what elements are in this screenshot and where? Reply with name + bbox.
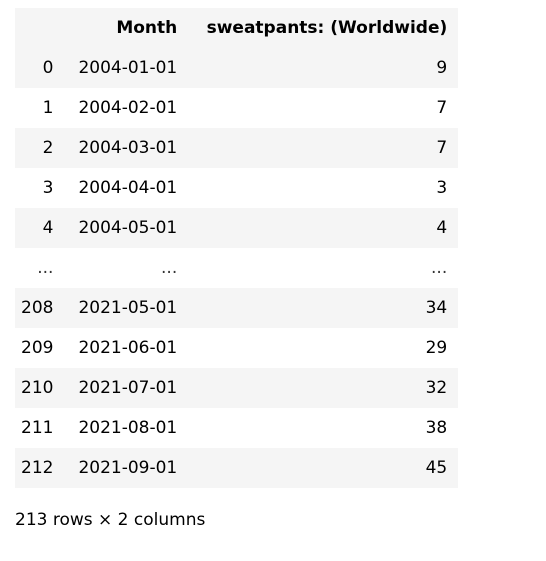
header-row: Month sweatpants: (Worldwide): [15, 8, 459, 48]
row-index: 1: [15, 88, 65, 128]
row-index: ...: [15, 248, 65, 288]
month-column-header: Month: [64, 8, 189, 48]
month-cell: 2021-05-01: [64, 288, 189, 328]
value-cell: 7: [188, 128, 459, 168]
month-cell: 2004-01-01: [64, 48, 189, 88]
value-cell: 3: [188, 168, 459, 208]
dataframe-output: Month sweatpants: (Worldwide) 0 2004-01-…: [15, 8, 459, 488]
table-row: 208 2021-05-01 34: [15, 288, 459, 328]
row-index: 211: [15, 408, 65, 448]
table-row: 2 2004-03-01 7: [15, 128, 459, 168]
value-cell: 38: [188, 408, 459, 448]
row-index: 3: [15, 168, 65, 208]
dataframe-shape-summary: 213 rows × 2 columns: [15, 510, 206, 530]
table-row: 211 2021-08-01 38: [15, 408, 459, 448]
value-cell: 34: [188, 288, 459, 328]
table-row: 3 2004-04-01 3: [15, 168, 459, 208]
table-row: 4 2004-05-01 4: [15, 208, 459, 248]
value-cell: 45: [188, 448, 459, 488]
ellipsis-row: ... ... ...: [15, 248, 459, 288]
table-row: 0 2004-01-01 9: [15, 48, 459, 88]
row-index: 2: [15, 128, 65, 168]
month-cell: 2021-09-01: [64, 448, 189, 488]
value-cell: 7: [188, 88, 459, 128]
month-cell: ...: [64, 248, 189, 288]
row-index: 212: [15, 448, 65, 488]
row-index: 4: [15, 208, 65, 248]
row-index: 208: [15, 288, 65, 328]
month-cell: 2021-06-01: [64, 328, 189, 368]
value-cell: 29: [188, 328, 459, 368]
month-cell: 2004-03-01: [64, 128, 189, 168]
table-row: 212 2021-09-01 45: [15, 448, 459, 488]
dataframe-table: Month sweatpants: (Worldwide) 0 2004-01-…: [15, 8, 459, 488]
value-cell: 4: [188, 208, 459, 248]
index-header: [15, 8, 65, 48]
value-cell: 9: [188, 48, 459, 88]
table-row: 1 2004-02-01 7: [15, 88, 459, 128]
month-cell: 2004-02-01: [64, 88, 189, 128]
value-cell: 32: [188, 368, 459, 408]
month-cell: 2004-05-01: [64, 208, 189, 248]
row-index: 210: [15, 368, 65, 408]
month-cell: 2004-04-01: [64, 168, 189, 208]
row-index: 209: [15, 328, 65, 368]
value-cell: ...: [188, 248, 459, 288]
month-cell: 2021-08-01: [64, 408, 189, 448]
table-row: 210 2021-07-01 32: [15, 368, 459, 408]
value-column-header: sweatpants: (Worldwide): [188, 8, 459, 48]
month-cell: 2021-07-01: [64, 368, 189, 408]
table-row: 209 2021-06-01 29: [15, 328, 459, 368]
row-index: 0: [15, 48, 65, 88]
